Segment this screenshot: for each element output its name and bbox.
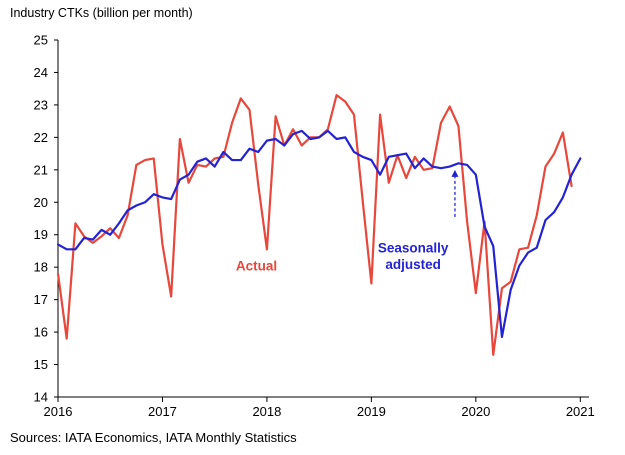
y-tick-label: 16 — [34, 325, 48, 340]
y-tick-label: 22 — [34, 130, 48, 145]
annotation-label: adjusted — [385, 257, 441, 272]
y-tick-label: 20 — [34, 195, 48, 210]
y-tick-label: 21 — [34, 162, 48, 177]
x-tick-label: 2020 — [461, 404, 490, 419]
y-tick-label: 18 — [34, 260, 48, 275]
source-note: Sources: IATA Economics, IATA Monthly St… — [10, 430, 297, 445]
x-tick-label: 2017 — [148, 404, 177, 419]
y-tick-label: 19 — [34, 227, 48, 242]
x-tick-label: 2018 — [252, 404, 281, 419]
x-tick-label: 2019 — [357, 404, 386, 419]
y-tick-label: 15 — [34, 357, 48, 372]
y-tick-label: 14 — [34, 390, 48, 405]
x-tick-label: 2016 — [44, 404, 73, 419]
y-tick-label: 24 — [34, 65, 48, 80]
series-line-actual — [56, 94, 573, 356]
y-tick-label: 23 — [34, 97, 48, 112]
y-tick-label: 17 — [34, 292, 48, 307]
series-layer — [56, 94, 582, 356]
annotation-label: Actual — [236, 258, 277, 273]
y-tick-label: 25 — [34, 33, 48, 48]
y-axis-title: Industry CTKs (billion per month) — [10, 6, 193, 20]
annotation-arrow-head — [451, 169, 459, 177]
series-line-seasonally-adjusted — [56, 129, 582, 339]
annotation-label: Seasonally — [378, 241, 449, 256]
x-tick-label: 2021 — [566, 404, 595, 419]
